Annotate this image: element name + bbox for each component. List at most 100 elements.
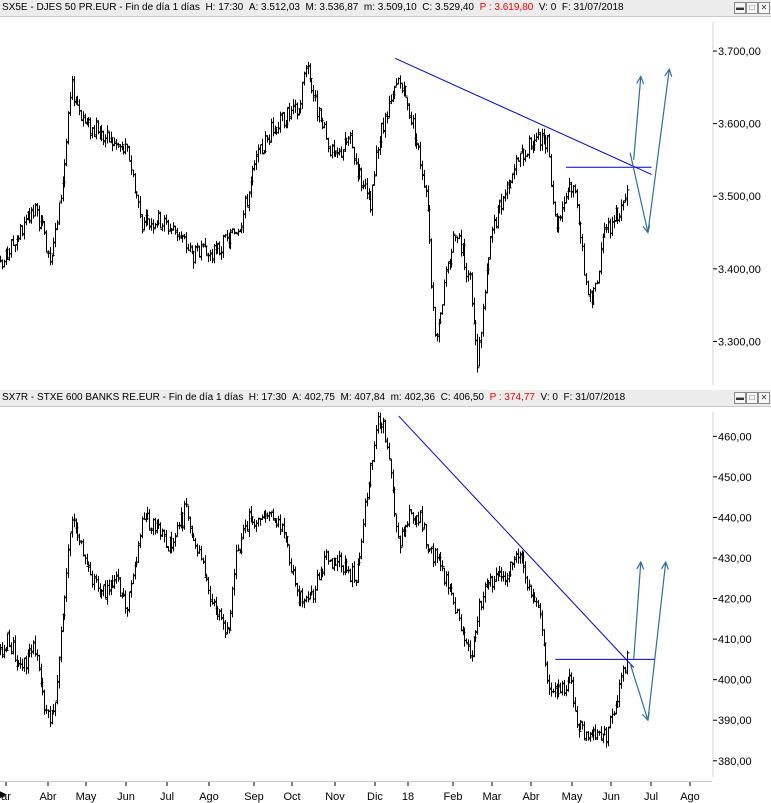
ohlc-bar (151, 518, 156, 536)
ohlc-bar (551, 180, 556, 205)
ohlc-bar (96, 576, 101, 592)
ohlc-bar (309, 585, 314, 596)
ohlc-bar (278, 514, 283, 536)
ohlc-bar (420, 160, 425, 180)
ohlc-bar (540, 610, 545, 637)
ohlc-bar (612, 215, 617, 229)
ohlc-bar (285, 107, 290, 129)
bottom-minimize-button[interactable]: ▬ (734, 392, 746, 404)
ohlc-bar (0, 642, 5, 659)
ohlc-bar (31, 204, 36, 219)
ohlc-bar (621, 665, 626, 682)
x-tick-label: ar (1, 791, 11, 803)
ohlc-bar (433, 306, 438, 337)
ohlc-bar (376, 147, 381, 159)
ohlc-bar (300, 82, 305, 109)
ohlc-bar (575, 706, 580, 729)
ohlc-bar (414, 133, 419, 149)
ohlc-bar (593, 282, 598, 292)
ohlc-bar (83, 554, 88, 565)
x-tick-label: Dic (367, 791, 383, 803)
ohlc-bar (457, 233, 462, 240)
ohlc-bar (263, 131, 268, 154)
ohlc-bar (525, 575, 530, 591)
ohlc-bar (114, 571, 119, 584)
ohlc-bar (328, 145, 333, 157)
ohlc-bar (29, 207, 34, 224)
top-minimize-button[interactable]: ▬ (734, 2, 746, 14)
ohlc-bar (455, 236, 460, 244)
ohlc-bar (22, 216, 27, 240)
ohlc-bar (416, 143, 421, 151)
ohlc-bar (529, 137, 534, 150)
y-tick-label: 440,00 (718, 512, 752, 524)
sx5e-chart[interactable]: 3.300,00 3.400,00 3.500,00 3.600,00 3.700,00 (0, 17, 771, 389)
bottom-hour: H: 17:30 (248, 392, 287, 403)
ohlc-bar (370, 184, 375, 216)
ohlc-bar (81, 538, 86, 557)
ohlc-bar (140, 516, 145, 539)
bottom-symbol: SX7R - STXE 600 BANKS RE.EUR - Fin de dí… (2, 392, 244, 403)
trendline (394, 57, 652, 175)
y-tick-label: 420,00 (718, 594, 752, 606)
ohlc-bar (24, 214, 29, 226)
ohlc-bar (376, 412, 381, 434)
ohlc-bar (208, 585, 213, 607)
ohlc-bar (523, 561, 528, 584)
ohlc-bar (621, 200, 626, 211)
ohlc-bar (258, 144, 263, 155)
scroll-left-arrow-icon[interactable]: ▶ (0, 789, 7, 799)
ohlc-bar (313, 90, 318, 102)
ohlc-bar (306, 61, 311, 75)
top-pane-info: SX5E - DJES 50 PR.EUR - Fin de día 1 día… (2, 0, 624, 16)
ohlc-bar (595, 729, 600, 740)
ohlc-bar (131, 169, 136, 178)
top-maximize-button[interactable]: □ (746, 2, 758, 14)
ohlc-bar (212, 243, 217, 264)
ohlc-bar (193, 537, 198, 549)
ohlc-bar (116, 568, 121, 582)
ohlc-bar (499, 193, 504, 215)
ohlc-bar (322, 121, 327, 129)
ohlc-bar (68, 532, 73, 557)
sx7r-chart[interactable]: 380,00 390,00 400,00 410,00 420,00 430,00 440,… (0, 407, 771, 781)
ohlc-bar (223, 619, 228, 638)
ohlc-bar (57, 656, 62, 689)
ohlc-bar (241, 524, 246, 539)
ohlc-bar (411, 115, 416, 129)
x-tick-label: Sep (244, 791, 264, 803)
ohlc-bar (553, 682, 558, 698)
ohlc-bar (420, 505, 425, 532)
bottom-maximize-button[interactable]: □ (746, 392, 758, 404)
ohlc-bar (306, 591, 311, 603)
ohlc-bar (136, 541, 141, 563)
ohlc-bar (293, 99, 298, 113)
ohlc-bar (236, 228, 241, 236)
ohlc-bar (239, 533, 244, 555)
ohlc-bar (503, 571, 508, 586)
top-p-value: P : 3.619,80 (479, 2, 534, 13)
ohlc-bar (597, 730, 602, 736)
ohlc-bar (247, 508, 252, 538)
y-tick-label: 450,00 (718, 472, 752, 484)
ohlc-bar (623, 193, 628, 203)
ohlc-bar (606, 726, 611, 747)
ohlc-bar (411, 512, 416, 524)
ohlc-bar (468, 640, 473, 659)
top-symbol: SX5E - DJES 50 PR.EUR - Fin de día 1 día… (2, 2, 200, 13)
ohlc-bar (398, 535, 403, 554)
ohlc-bar (545, 661, 550, 684)
ohlc-bar (160, 223, 165, 232)
top-close-button[interactable]: ✕ (758, 2, 770, 14)
ohlc-bar (9, 642, 14, 655)
ohlc-bar (59, 194, 64, 204)
ohlc-bar (392, 486, 397, 517)
x-axis: ar Abr May Jun Jul Ago Sep Oct Nov Dic 18 Feb Mar Abr… (0, 781, 712, 803)
bottom-close-button[interactable]: ✕ (758, 392, 770, 404)
ohlc-bar (573, 697, 578, 712)
ohlc-bar (88, 117, 93, 140)
ohlc-bar (492, 214, 497, 234)
ohlc-bar (584, 273, 589, 286)
ohlc-bar (538, 602, 543, 619)
bottom-open: A: 402,75 (292, 392, 335, 403)
